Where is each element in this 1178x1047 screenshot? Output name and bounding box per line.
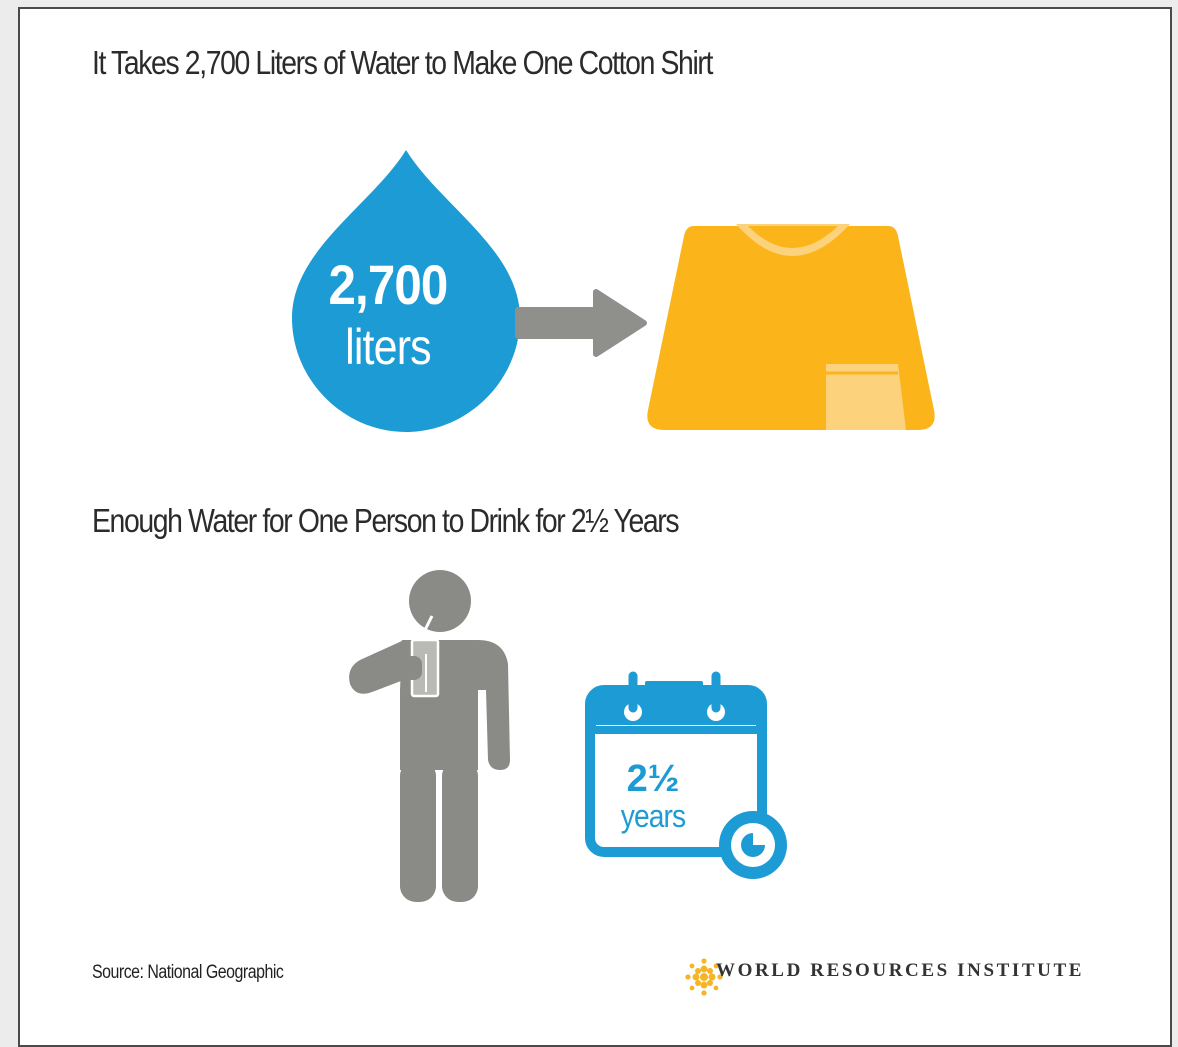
calendar-unit: years [620, 798, 686, 834]
water-amount-value: 2,700 [328, 253, 449, 316]
title-shirt-water: It Takes 2,700 Liters of Water to Make O… [92, 44, 713, 81]
source-credit: Source: National Geographic [92, 962, 284, 983]
infographic-card [18, 7, 1172, 1047]
calendar-value: 2½ [626, 758, 680, 800]
title-drinking-years: Enough Water for One Person to Drink for… [92, 502, 680, 539]
organization-name: WORLD RESOURCES INSTITUTE [716, 960, 1085, 981]
water-amount-unit: liters [345, 319, 431, 375]
